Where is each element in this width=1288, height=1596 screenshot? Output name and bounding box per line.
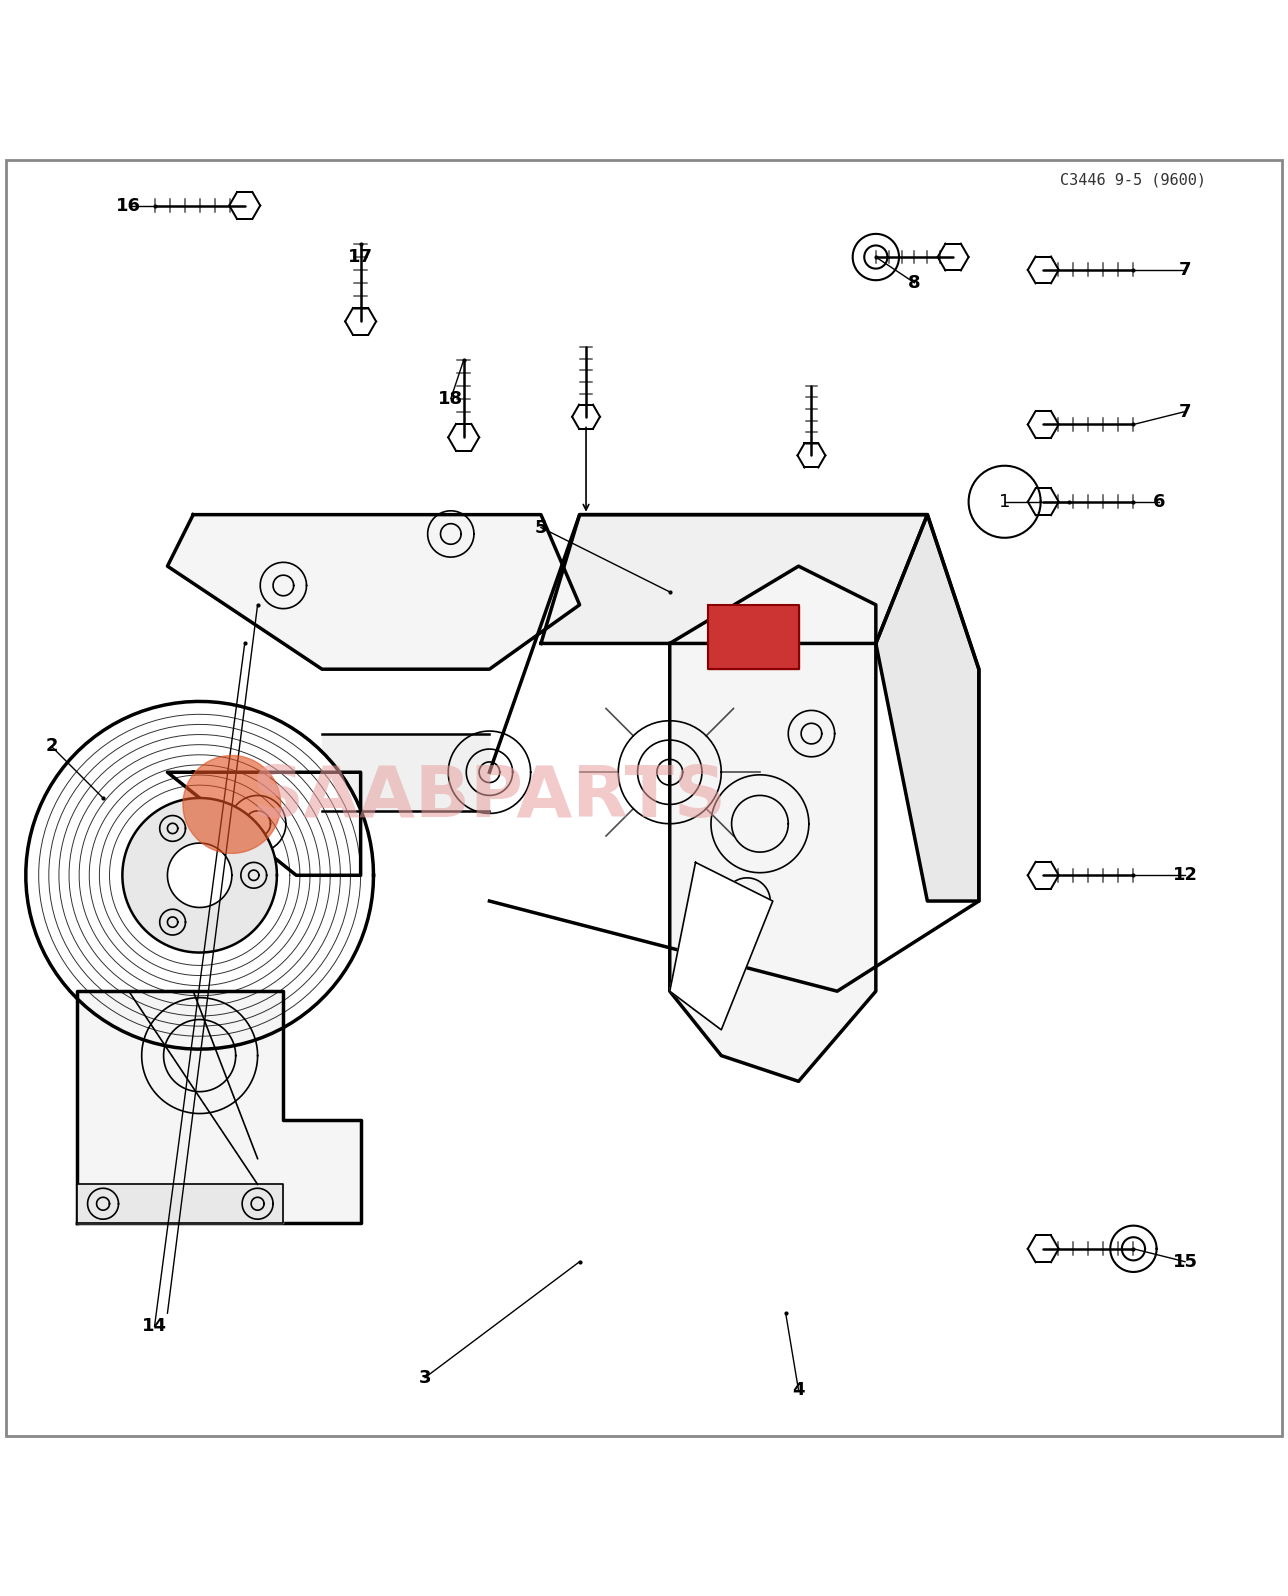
Text: SAABPARTS: SAABPARTS [252,763,726,833]
Text: 15: 15 [1172,1253,1198,1270]
Text: 18: 18 [438,389,464,407]
Polygon shape [77,991,361,1223]
Polygon shape [167,843,232,908]
Polygon shape [77,1184,283,1223]
Text: 16: 16 [116,196,142,214]
Polygon shape [26,701,374,1049]
Text: 8: 8 [908,275,921,292]
Polygon shape [322,734,489,811]
Text: 1: 1 [999,493,1010,511]
Polygon shape [876,514,979,902]
Polygon shape [670,862,773,1029]
Polygon shape [541,514,927,643]
Polygon shape [489,514,979,991]
Text: 3: 3 [419,1369,431,1387]
Text: 14: 14 [142,1317,167,1336]
Polygon shape [708,605,799,669]
Text: 7: 7 [1179,260,1191,279]
Text: 6: 6 [1153,493,1166,511]
Text: 4: 4 [792,1382,805,1400]
Polygon shape [167,772,361,875]
Polygon shape [670,567,876,1082]
Text: C3446 9-5 (9600): C3446 9-5 (9600) [1060,172,1207,187]
Circle shape [183,755,281,854]
Text: 2: 2 [45,737,58,755]
Text: 7: 7 [1179,402,1191,421]
Text: 5: 5 [535,519,547,536]
Text: 17: 17 [348,247,374,267]
Text: 12: 12 [1172,867,1198,884]
Polygon shape [122,798,277,953]
Polygon shape [167,514,580,669]
